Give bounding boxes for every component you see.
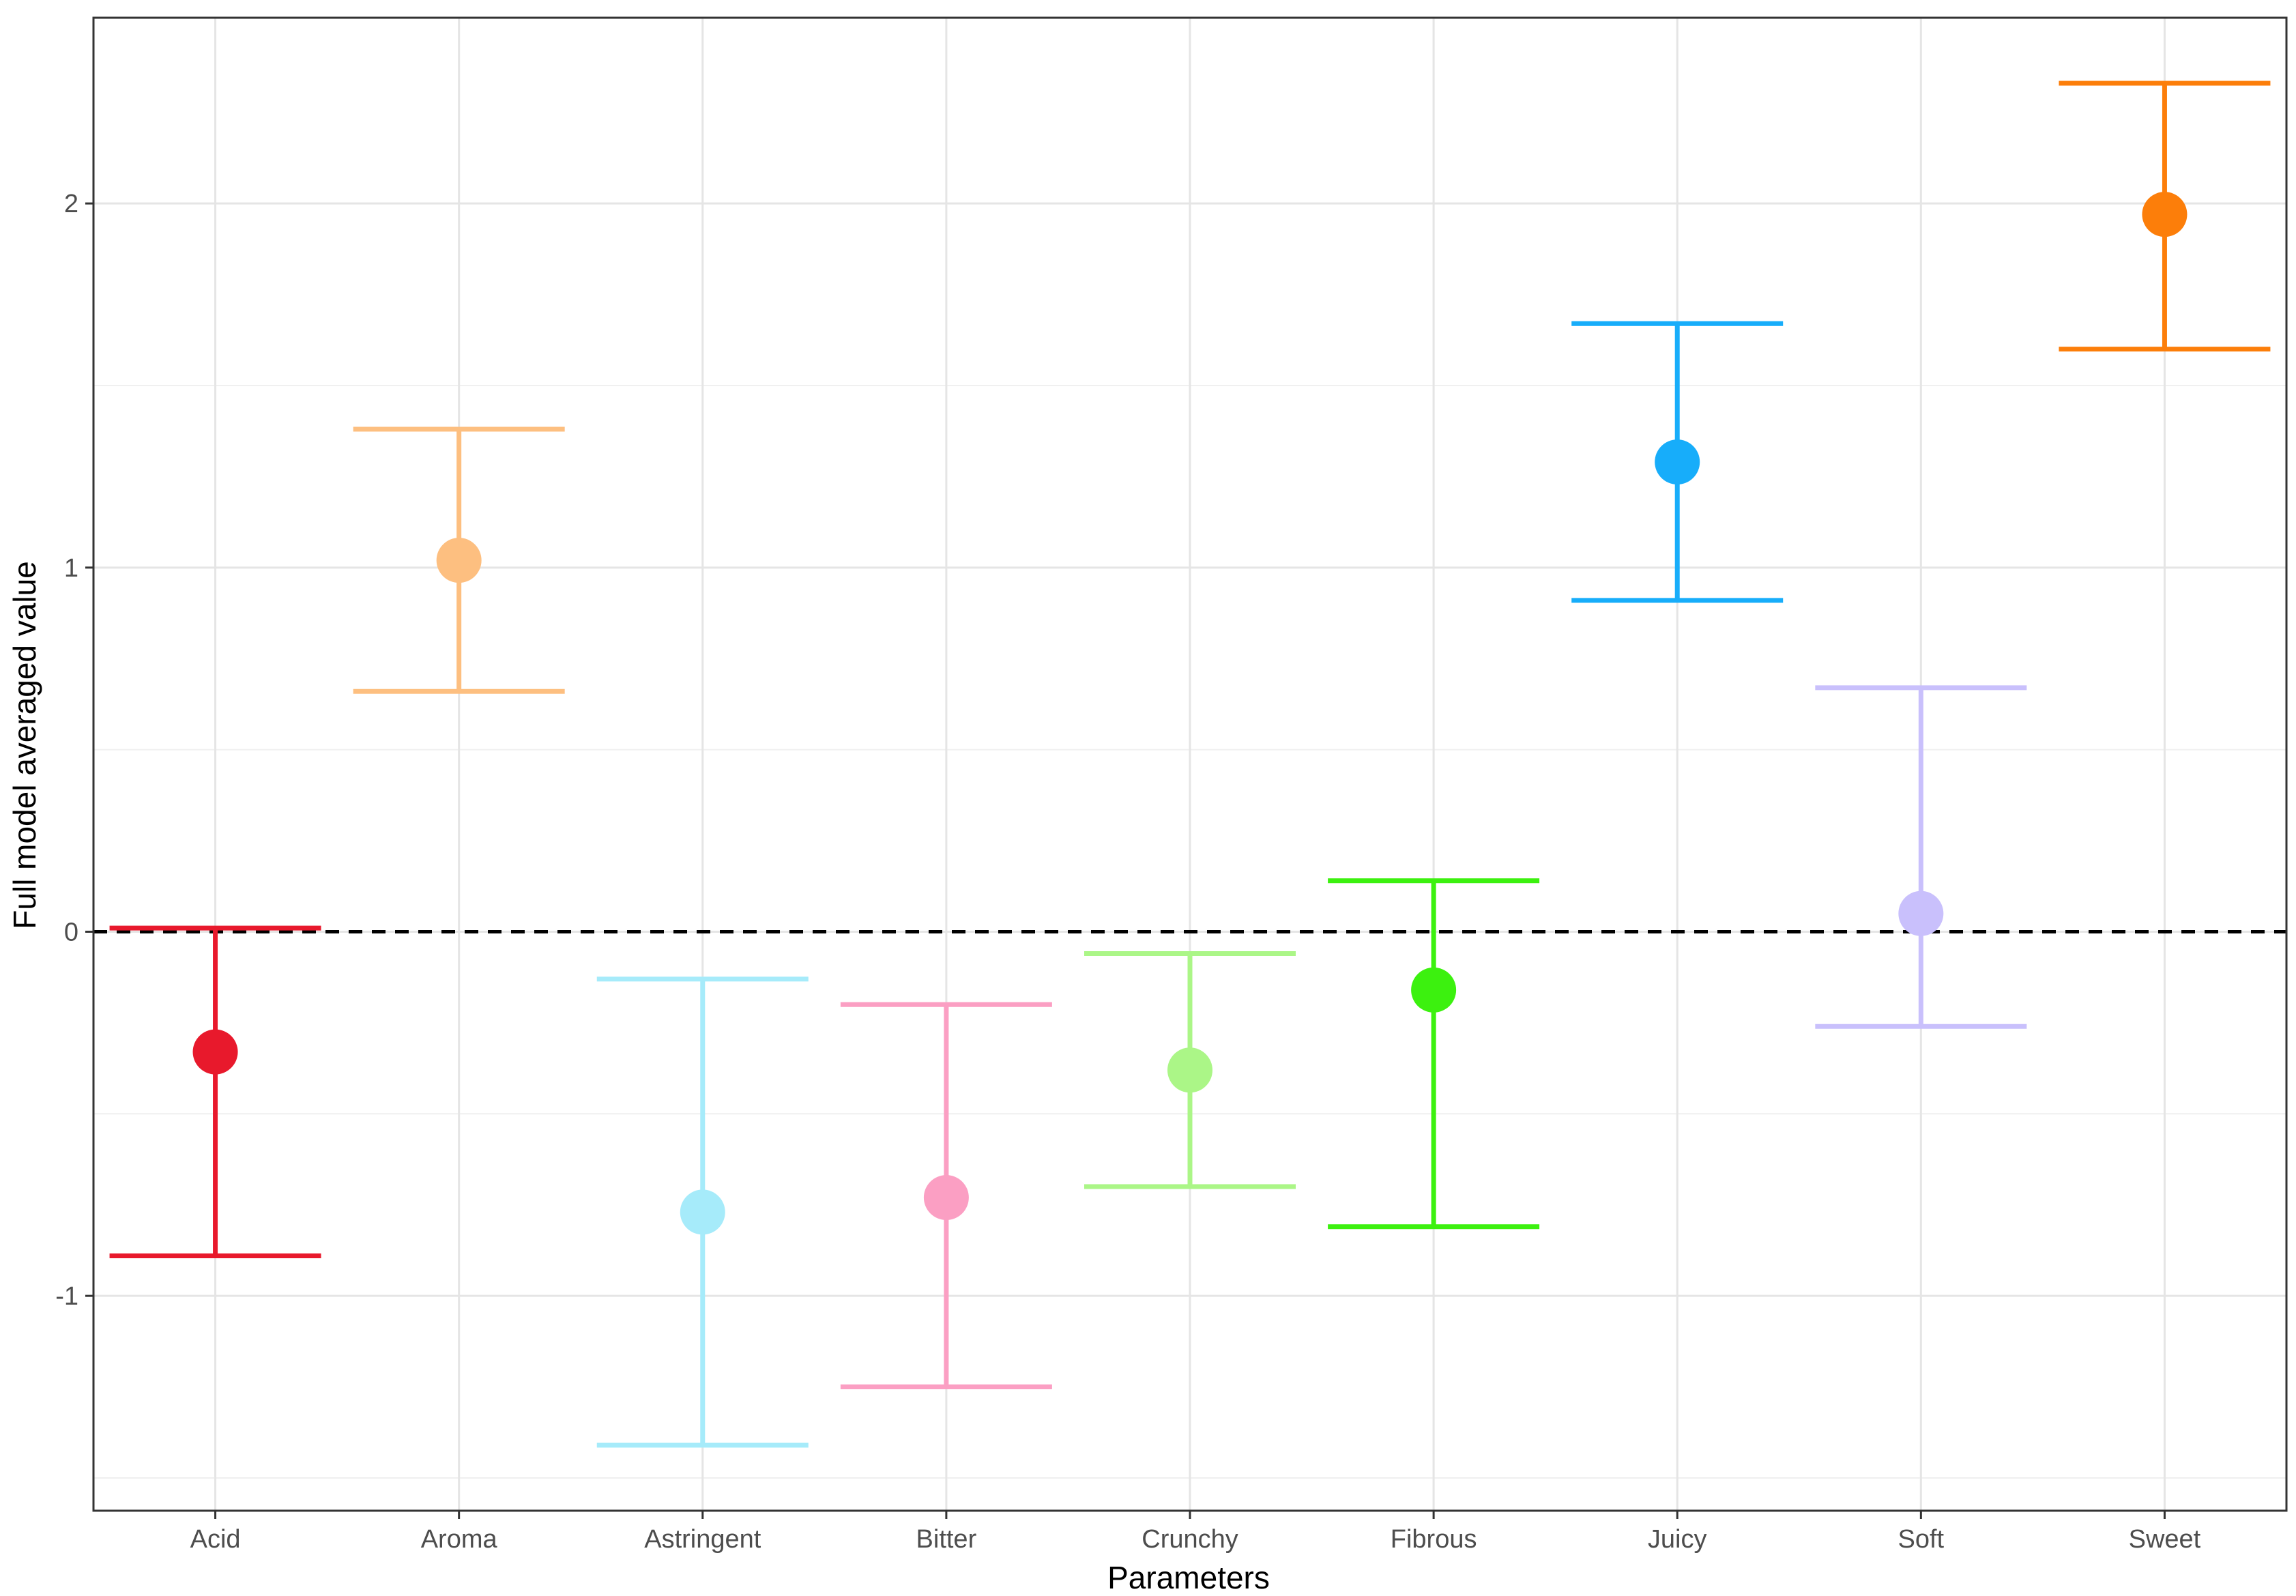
x-tick-label: Acid [190,1525,241,1554]
errorbar-group-bitter [840,1002,1052,1390]
point-estimate [436,538,482,583]
point-estimate [2142,192,2188,237]
x-tick-label: Astringent [644,1525,761,1554]
x-tick-label: Fibrous [1391,1525,1477,1554]
marks-layer [109,81,2271,1448]
errorbar-group-acid [109,925,321,1258]
point-estimate [1167,1047,1212,1093]
y-axis: -1 0 1 2 [55,190,93,1311]
x-tick-label: Bitter [916,1525,977,1554]
errorbar-group-astringent [596,976,809,1448]
point-estimate [192,1029,238,1075]
point-estimate [923,1175,969,1221]
errorbar-group-aroma [353,426,565,694]
point-estimate [1898,890,1944,936]
y-axis-title: Full model averaged value [7,561,42,929]
y-tick-label: -1 [55,1282,78,1311]
x-tick-label: Juicy [1648,1525,1707,1554]
x-tick-label: Crunchy [1142,1525,1238,1554]
y-tick-label: 2 [64,190,78,218]
errorbar-group-crunchy [1084,951,1296,1189]
y-tick-label: 0 [64,918,78,946]
point-estimate [1411,967,1457,1013]
errorbar-group-soft [1815,685,2027,1029]
x-axis: Acid Aroma Astringent Bitter Crunchy Fibrous J… [190,1511,2201,1554]
errorbar-group-fibrous [1328,878,1540,1230]
point-estimate [1655,439,1700,485]
point-estimate [680,1189,725,1235]
errorbar-group-juicy [1571,321,1784,603]
x-tick-label: Soft [1898,1525,1945,1554]
errorbar-group-sweet [2059,81,2271,352]
x-axis-title: Parameters [1107,1560,1270,1595]
grid-layer [93,18,2286,1511]
x-tick-label: Sweet [2129,1525,2201,1554]
y-tick-label: 1 [64,554,78,583]
x-tick-label: Aroma [421,1525,498,1554]
